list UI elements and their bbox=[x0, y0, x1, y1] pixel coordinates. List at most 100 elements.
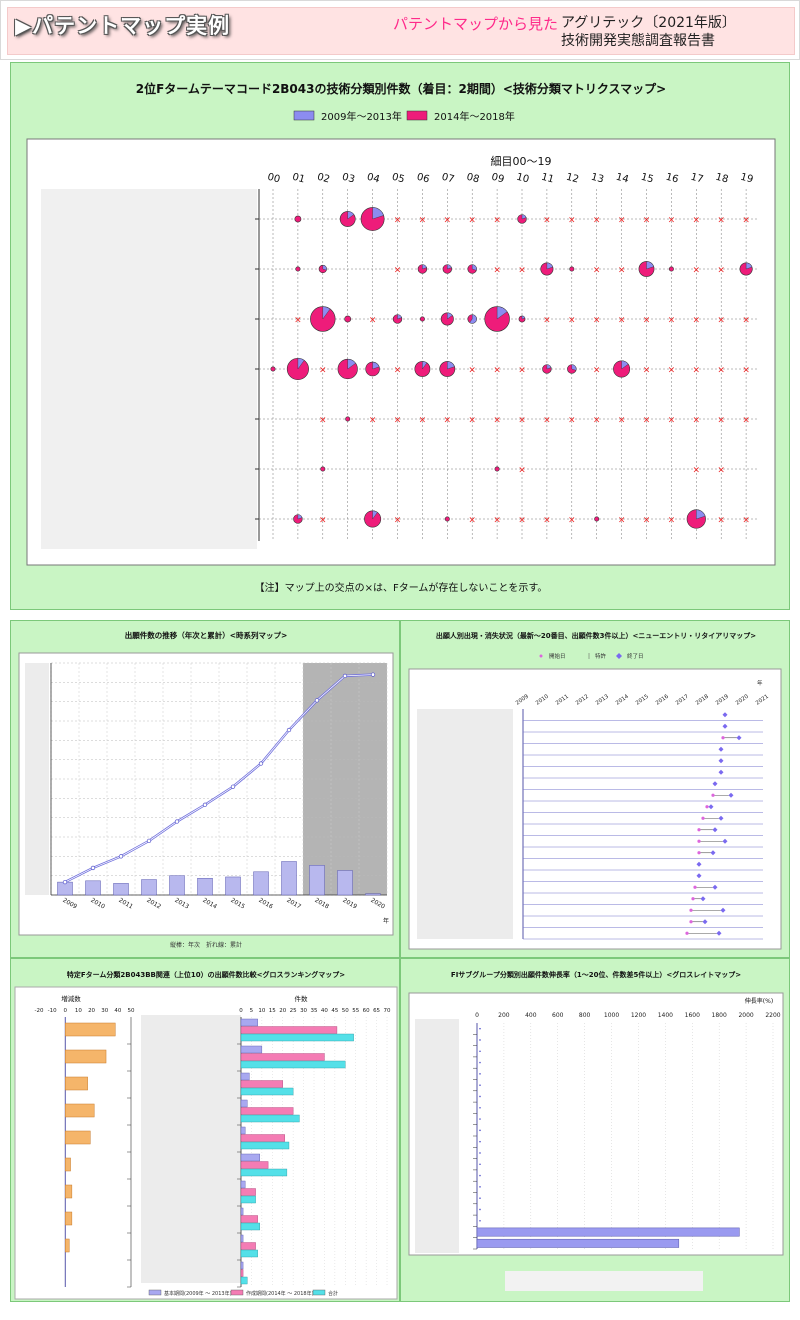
ranking-total-bar bbox=[240, 1114, 300, 1123]
ranking-right-tick: 5 bbox=[250, 1008, 254, 1014]
entry-start-marker bbox=[697, 839, 701, 843]
entry-end-marker bbox=[736, 735, 742, 741]
growth-row-marker bbox=[479, 1073, 481, 1075]
ranking-base-bar bbox=[240, 1261, 244, 1270]
timeseries-annual-bar bbox=[225, 876, 241, 896]
ranking-left-tick: 30 bbox=[101, 1008, 108, 1014]
matrix-absent-marker: × bbox=[468, 516, 476, 526]
growth-bar bbox=[476, 1238, 680, 1248]
entry-legend-start: 開始日 bbox=[549, 652, 566, 660]
entry-start-marker bbox=[697, 828, 701, 832]
timeseries-annual-bar bbox=[253, 871, 269, 896]
matrix-column-label: 05 bbox=[391, 172, 406, 186]
matrix-pie bbox=[339, 211, 356, 227]
ranking-current-bar bbox=[240, 1053, 325, 1061]
matrix-absent-marker: × bbox=[568, 216, 576, 226]
matrix-pie-slice-period1 bbox=[322, 265, 327, 271]
timeseries-annual-bar bbox=[113, 883, 129, 896]
matrix-absent-marker: × bbox=[668, 416, 676, 426]
ranking-current-bar bbox=[240, 1134, 285, 1142]
header-subtitle: パテントマップから見た bbox=[393, 15, 559, 33]
ranking-current-bar bbox=[240, 1242, 256, 1250]
ranking-diff-bar bbox=[65, 1130, 91, 1145]
matrix-pie bbox=[392, 314, 403, 324]
matrix-pie-slice-period1 bbox=[571, 364, 577, 371]
matrix-pie bbox=[320, 466, 326, 472]
entry-title: 出願人別出現・消失状況（最新～20番目、出願件数3件以上）<ニューエントリ・リタ… bbox=[436, 631, 756, 640]
ranking-left-axis-title: 増減数 bbox=[61, 994, 81, 1003]
matrix-absent-marker: × bbox=[742, 316, 750, 326]
growth-frame bbox=[408, 992, 784, 1256]
timeseries-cumulative-point bbox=[370, 672, 376, 677]
ranking-right-tick: 20 bbox=[279, 1008, 286, 1014]
matrix-pie bbox=[295, 266, 301, 272]
matrix-absent-marker: × bbox=[742, 216, 750, 226]
matrix-column-label: 01 bbox=[291, 172, 306, 186]
matrix-absent-marker: × bbox=[618, 216, 626, 226]
matrix-absent-marker: × bbox=[543, 516, 551, 526]
ranking-base-bar bbox=[240, 1099, 248, 1108]
growth-row-marker bbox=[479, 1050, 481, 1053]
matrix-absent-marker: × bbox=[742, 516, 750, 526]
timeseries-cumulative-point bbox=[286, 727, 292, 733]
matrix-pie bbox=[318, 264, 327, 274]
ranking-current-bar bbox=[240, 1215, 258, 1223]
matrix-absent-marker: × bbox=[742, 366, 750, 376]
matrix-pie-slice-period1 bbox=[496, 306, 508, 320]
matrix-pie-slice-period1 bbox=[397, 314, 402, 320]
ranking-current-bar bbox=[240, 1161, 269, 1169]
ranking-current-bar bbox=[240, 1107, 294, 1115]
matrix-absent-marker: × bbox=[493, 366, 501, 376]
matrix-pie bbox=[668, 266, 674, 272]
ranking-base-bar bbox=[240, 1126, 246, 1135]
matrix-pie-slice-period1 bbox=[297, 514, 303, 520]
matrix-column-label: 11 bbox=[540, 172, 555, 186]
matrix-pie-slice-period1 bbox=[469, 314, 477, 324]
ranking-left-tick: 40 bbox=[114, 1008, 121, 1014]
matrix-absent-marker: × bbox=[444, 416, 452, 426]
matrix-column-label: 00 bbox=[266, 172, 281, 186]
matrix-pie-slice-period1 bbox=[546, 364, 552, 370]
timeseries-cumulative-point bbox=[62, 879, 68, 885]
matrix-absent-marker: × bbox=[518, 366, 526, 376]
matrix-absent-marker: × bbox=[717, 316, 725, 326]
matrix-absent-marker: × bbox=[518, 516, 526, 526]
matrix-column-label: 14 bbox=[615, 172, 630, 186]
matrix-absent-marker: × bbox=[593, 366, 601, 376]
growth-row-marker bbox=[479, 1095, 481, 1098]
entry-year-unit: 年 bbox=[757, 679, 763, 687]
ranking-base-bar bbox=[240, 1234, 244, 1243]
matrix-column-label: 10 bbox=[515, 172, 530, 186]
matrix-absent-marker: × bbox=[394, 516, 402, 526]
matrix-column-label: 08 bbox=[465, 172, 480, 186]
matrix-pie-slice-period1 bbox=[521, 214, 527, 220]
matrix-pie bbox=[638, 261, 655, 277]
matrix-pie bbox=[417, 264, 428, 274]
matrix-pie bbox=[360, 207, 385, 231]
timeseries-cumulative-point bbox=[230, 784, 236, 789]
matrix-pie bbox=[686, 509, 706, 529]
ranking-total-bar bbox=[240, 1195, 256, 1204]
timeseries-year-unit: 年 bbox=[383, 917, 389, 925]
matrix-axis-title: 細目00～19 bbox=[491, 155, 552, 168]
matrix-absent-marker: × bbox=[568, 316, 576, 326]
matrix-pie bbox=[293, 514, 303, 524]
entry-legend-end: 終了日 bbox=[627, 652, 644, 660]
entry-start-marker bbox=[705, 805, 709, 809]
matrix-pie-slice-period1 bbox=[696, 509, 706, 520]
matrix-map-chart: 2位Fタームテーマコード2B043の技術分類別件数（着目：2期間）<技術分類マト… bbox=[26, 81, 776, 594]
ranking-base-bar bbox=[240, 1072, 250, 1081]
matrix-pie bbox=[467, 314, 477, 324]
timeseries-cumulative-point bbox=[342, 673, 348, 679]
entry-start-marker bbox=[701, 816, 705, 820]
matrix-absent-marker: × bbox=[444, 216, 452, 226]
timeseries-title: 出願件数の推移（年次と累計）<時系列マップ> bbox=[125, 630, 288, 640]
matrix-absent-marker: × bbox=[593, 316, 601, 326]
matrix-absent-marker: × bbox=[693, 216, 701, 226]
matrix-absent-marker: × bbox=[717, 466, 725, 476]
entry-legend-patent: 特許 bbox=[595, 652, 607, 660]
ranking-current-bar bbox=[240, 1026, 338, 1034]
matrix-pie-slice-period1 bbox=[322, 306, 331, 320]
growth-tick-label: 2000 bbox=[738, 1012, 753, 1019]
matrix-pie-slice-period1 bbox=[745, 262, 753, 270]
